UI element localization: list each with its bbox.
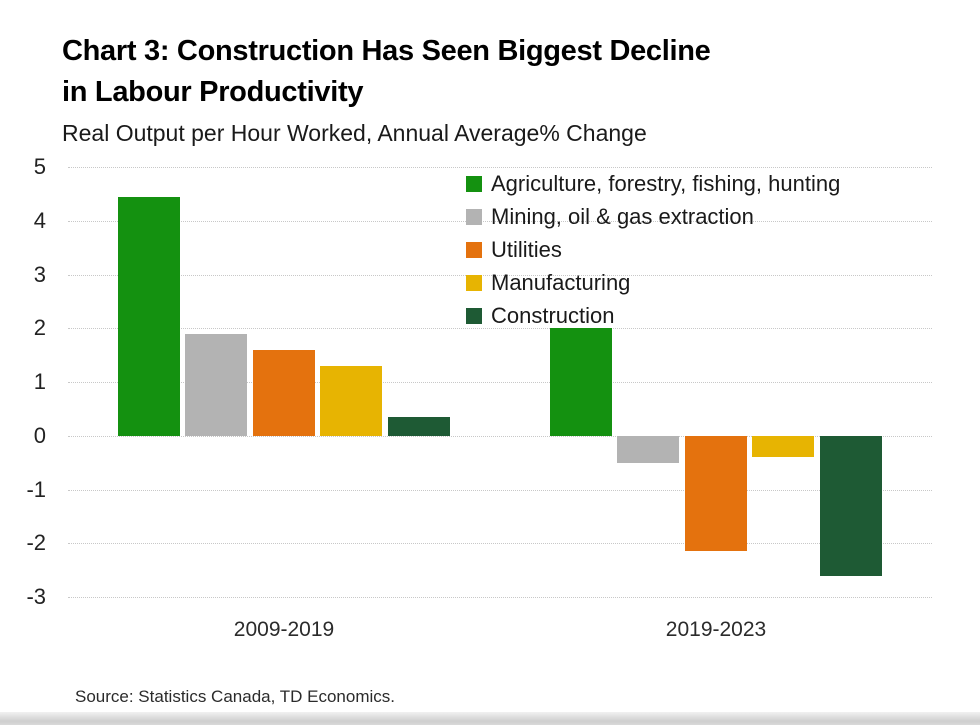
bar-manufacturing-2019-2023 <box>752 435 814 458</box>
legend-item-utilities: Utilities <box>466 233 840 266</box>
gridline-y-1 <box>68 382 932 383</box>
bar-utilities-2009-2019 <box>252 349 315 436</box>
y-tick-label--1: -1 <box>26 476 46 502</box>
y-tick-label--2: -2 <box>26 530 46 556</box>
legend: Agriculture, forestry, fishing, hunting M… <box>466 167 840 332</box>
chart-title-line2: in Labour Productivity <box>62 76 364 108</box>
legend-item-manufacturing: Manufacturing <box>466 266 840 299</box>
gridline-y-4 <box>68 220 932 222</box>
legend-label: Utilities <box>491 236 562 262</box>
legend-item-mining-oil-gas-extraction: Mining, oil & gas extraction <box>466 200 840 233</box>
bar-construction-2019-2023 <box>819 435 882 576</box>
y-tick-label-1: 1 <box>33 369 46 394</box>
screenshot-bottom-edge <box>0 712 980 725</box>
x-axis-label-2019-2023: 2019-2023 <box>665 618 767 641</box>
bar-agriculture-forestry-fishing-hunting-2019-2023 <box>549 328 612 436</box>
bar-construction-2009-2019 <box>387 416 450 436</box>
legend-label: Agriculture, forestry, fishing, hunting <box>491 170 841 196</box>
gridline-y--1 <box>68 489 932 491</box>
gridline-y-0 <box>68 435 932 437</box>
source-note: Source: Statistics Canada, TD Economics. <box>75 687 395 706</box>
legend-item-agriculture-forestry-fishing-hunting: Agriculture, forestry, fishing, hunting <box>466 167 840 200</box>
legend-label: Mining, oil & gas extraction <box>491 203 754 229</box>
y-tick-label-2: 2 <box>33 315 46 341</box>
legend-label: Manufacturing <box>491 269 631 295</box>
legend-swatch-icon <box>466 307 482 324</box>
legend-label: Construction <box>491 302 615 328</box>
y-tick-label-4: 4 <box>33 207 46 233</box>
legend-item-construction: Construction <box>466 299 840 332</box>
legend-swatch-icon <box>466 274 482 291</box>
y-tick-label--3: -3 <box>26 584 46 609</box>
y-tick-label-5: 5 <box>33 154 46 179</box>
chart-title-line1: Chart 3: Construction Has Seen Biggest D… <box>62 35 711 67</box>
gridline-y-3 <box>68 274 932 276</box>
legend-swatch-icon <box>466 241 482 258</box>
bar-utilities-2019-2023 <box>684 435 747 552</box>
x-axis-label-2009-2019: 2009-2019 <box>233 618 335 641</box>
bar-manufacturing-2009-2019 <box>320 365 382 436</box>
gridline-y-2 <box>68 328 932 330</box>
y-tick-label-3: 3 <box>33 261 46 287</box>
y-tick-label-0: 0 <box>33 422 46 448</box>
gridline-y--3 <box>68 597 932 598</box>
bar-mining-oil-gas-extraction-2019-2023 <box>617 435 679 463</box>
gridline-y--2 <box>68 543 932 545</box>
legend-swatch-icon <box>466 208 482 225</box>
chart-title: Chart 3: Construction Has Seen Biggest D… <box>62 31 711 113</box>
legend-swatch-icon <box>466 175 482 192</box>
bar-mining-oil-gas-extraction-2009-2019 <box>185 333 247 436</box>
bar-agriculture-forestry-fishing-hunting-2009-2019 <box>117 196 180 436</box>
chart-subtitle: Real Output per Hour Worked, Annual Aver… <box>62 120 647 146</box>
gridline-y-5 <box>68 167 932 168</box>
